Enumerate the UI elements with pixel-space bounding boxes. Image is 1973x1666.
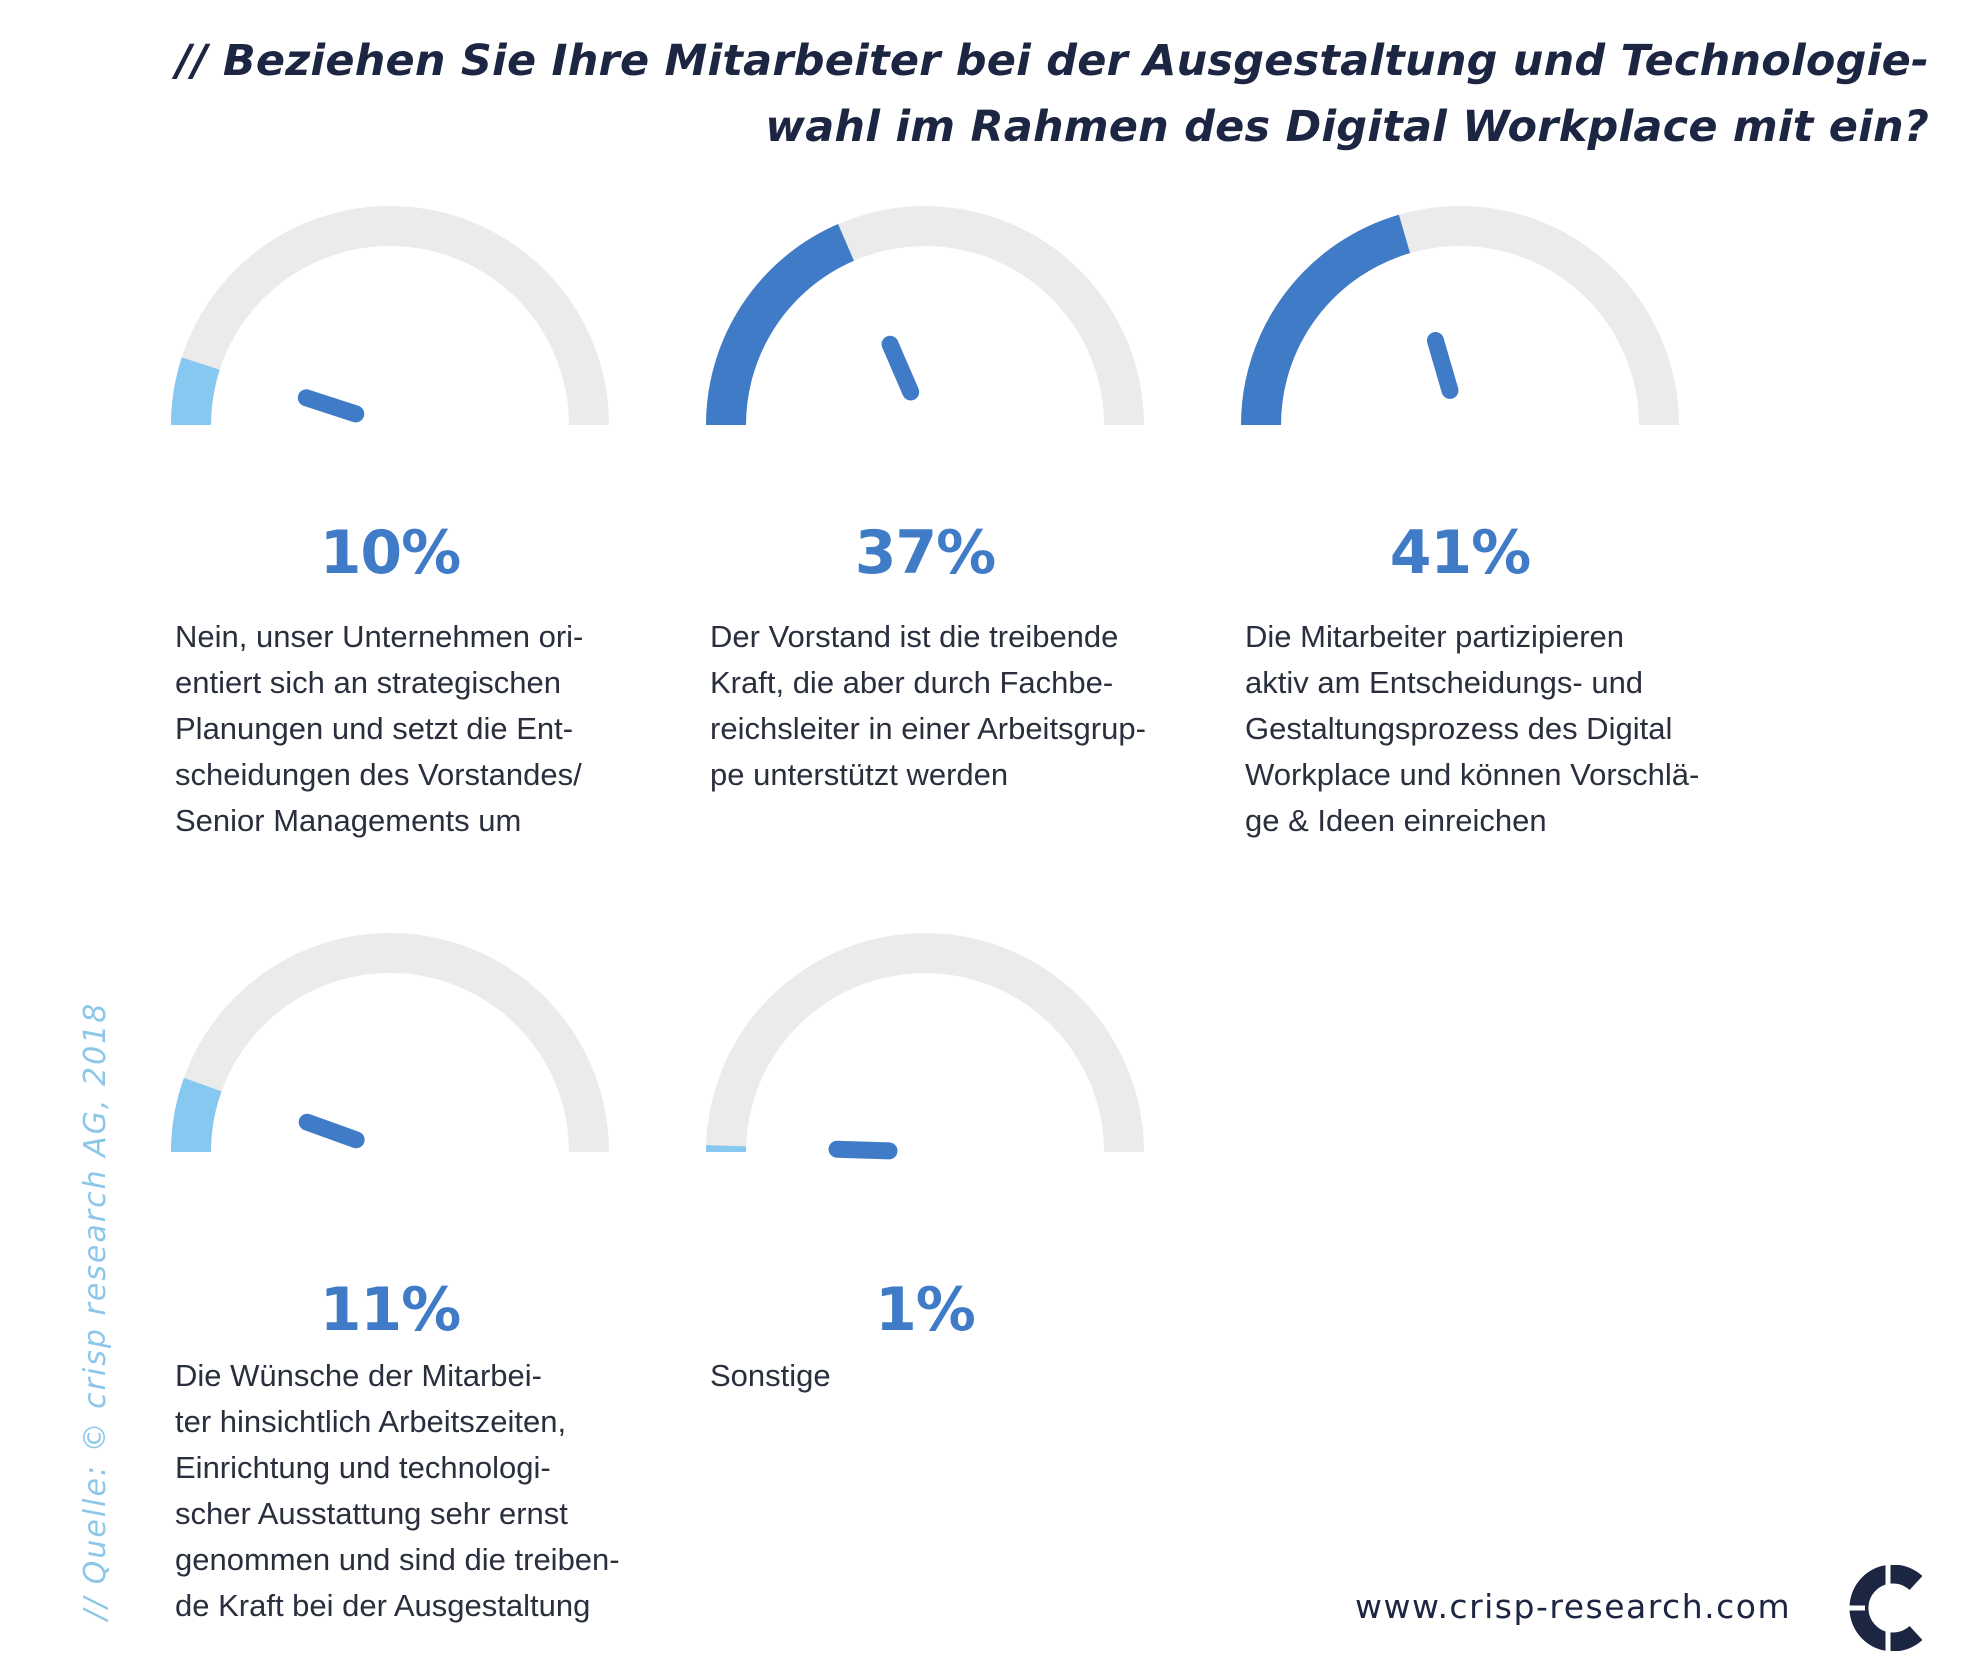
gauge-4-description-line: de Kraft bei der Ausgestaltung [175, 1588, 591, 1623]
gauge-2 [706, 206, 1144, 426]
gauge-2-fill [706, 224, 855, 426]
gauge-4-description-line: scher Ausstattung sehr ernst [175, 1496, 568, 1531]
gauge-4-description-line: genommen und sind die treiben- [175, 1542, 620, 1577]
gauge-1 [171, 206, 609, 426]
gauge-1-description-line: scheidungen des Vorstandes/ [175, 757, 582, 792]
page-title-line-1: // Beziehen Sie Ihre Mitarbeiter bei der… [175, 36, 1929, 86]
gauge-5-description: Sonstige [710, 1353, 1170, 1399]
website-url[interactable]: www.crisp-research.com [1355, 1587, 1792, 1626]
gauge-4-description-line: ter hinsichtlich Arbeitszeiten, [175, 1404, 567, 1439]
gauge-2-needle [881, 335, 920, 401]
gauge-4-value: 11% [319, 1275, 462, 1345]
gauge-1-fill [171, 357, 220, 426]
gauge-4-track [171, 933, 609, 1153]
gauge-1-description: Nein, unser Unternehmen ori- entiert sic… [175, 614, 635, 844]
gauge-3-description-line: ge & Ideen einreichen [1245, 803, 1547, 838]
gauge-4-description-line: Die Wünsche der Mitarbei- [175, 1358, 542, 1393]
gauge-5-description-line: Sonstige [710, 1358, 831, 1393]
gauge-4-needle [298, 1113, 365, 1149]
gauge-4-fill [171, 1077, 222, 1153]
gauge-3-description-line: aktiv am Entscheidungs- und [1245, 665, 1644, 700]
gauge-4-description: Die Wünsche der Mitarbei- ter hinsichtli… [175, 1353, 635, 1629]
source-credit: // Quelle: © crisp research AG, 2018 [78, 1001, 113, 1620]
gauge-1-track [171, 206, 609, 426]
gauge-1-description-line: entiert sich an strategischen [175, 665, 561, 700]
gauge-3-description-line: Die Mitarbeiter partizipieren [1245, 619, 1625, 654]
gauge-2-description-line: reichsleiter in einer Arbeitsgrup- [710, 711, 1146, 746]
gauge-3 [1241, 206, 1679, 426]
gauge-1-description-line: Senior Managements um [175, 803, 522, 838]
gauge-1-needle [297, 389, 365, 423]
gauge-1-value: 10% [319, 518, 462, 588]
gauge-2-description-line: Kraft, die aber durch Fachbe- [710, 665, 1114, 700]
gauge-4-description-line: Einrichtung und technologi- [175, 1450, 551, 1485]
gauge-4 [171, 933, 609, 1153]
gauge-5-value: 1% [875, 1275, 976, 1345]
gauge-1-description-line: Planungen und setzt die Ent- [175, 711, 574, 746]
gauge-3-track [1241, 206, 1679, 426]
gauge-1-description-line: Nein, unser Unternehmen ori- [175, 619, 584, 654]
page-title: // Beziehen Sie Ihre Mitarbeiter bei der… [169, 28, 1929, 160]
gauge-3-needle [1426, 331, 1459, 399]
gauge-5-needle [828, 1140, 898, 1160]
gauge-3-fill [1241, 214, 1411, 426]
gauge-5-track [706, 933, 1144, 1153]
gauge-5 [706, 933, 1144, 1160]
crisp-research-logo-icon [1845, 1565, 1923, 1651]
page-title-line-2: wahl im Rahmen des Digital Workplace mit… [765, 102, 1929, 152]
gauge-3-description: Die Mitarbeiter partizipieren aktiv am E… [1245, 614, 1705, 844]
gauge-3-description-line: Gestaltungsprozess des Digital [1245, 711, 1673, 746]
gauge-2-description: Der Vorstand ist die treibende Kraft, di… [710, 614, 1170, 798]
gauge-2-description-line: Der Vorstand ist die treibende [710, 619, 1119, 654]
gauge-2-value: 37% [854, 518, 997, 588]
gauge-3-value: 41% [1389, 518, 1532, 588]
gauge-2-description-line: pe unterstützt werden [710, 757, 1009, 792]
gauge-3-description-line: Workplace und können Vorschlä- [1245, 757, 1700, 792]
